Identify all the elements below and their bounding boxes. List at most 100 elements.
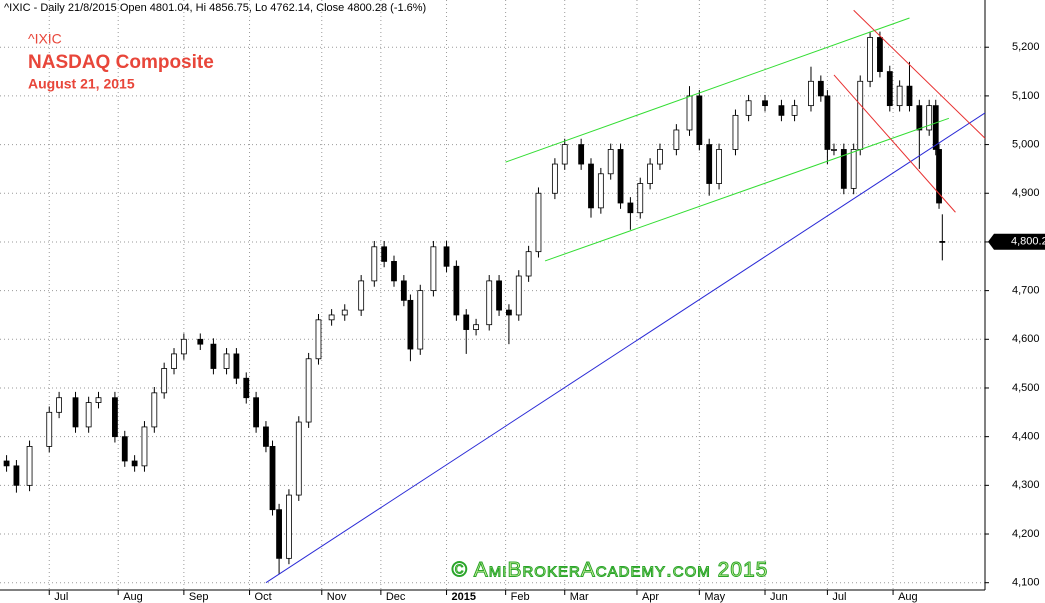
candle-body: [506, 309, 512, 316]
candle-body: [210, 343, 217, 369]
candle-body: [95, 397, 102, 403]
candle-body: [315, 319, 322, 360]
candle-body: [161, 368, 168, 394]
candle-body: [112, 397, 118, 438]
candle-body: [26, 445, 33, 486]
candle-body: [706, 144, 713, 184]
candle-body: [647, 163, 653, 184]
last-price-label: 4,800.28: [1011, 236, 1045, 248]
x-tick-label: May: [704, 591, 725, 603]
candle-body: [588, 163, 594, 209]
candle-body: [85, 402, 92, 428]
trend-line: [265, 112, 986, 584]
candle-body: [180, 338, 187, 355]
candle-body: [657, 149, 663, 165]
symbol: ^IXIC: [28, 31, 62, 47]
candle-body: [515, 275, 522, 316]
candle-body: [263, 426, 269, 447]
candle-body: [762, 100, 768, 107]
candle-body: [253, 397, 260, 428]
y-tick-label: 4,600: [1012, 333, 1040, 345]
candle-body: [716, 149, 722, 184]
candle-body: [197, 338, 204, 345]
candle-body: [939, 241, 946, 243]
y-tick-label: 4,300: [1012, 479, 1040, 491]
candle-body: [936, 149, 942, 204]
candle-body: [906, 85, 913, 107]
y-tick-label: 4,100: [1012, 577, 1040, 589]
candle-body: [473, 324, 479, 330]
x-tick-label: Aug: [898, 591, 918, 603]
candle-body: [381, 246, 388, 262]
candle-body: [295, 421, 302, 496]
candle-body: [443, 246, 450, 267]
y-tick-label: 4,900: [1012, 187, 1040, 199]
last-price-box: [988, 233, 1045, 250]
candle-body: [151, 392, 158, 428]
candle-body: [56, 397, 62, 413]
candle-body: [561, 144, 568, 165]
candle-body: [932, 105, 939, 150]
candle-body: [916, 105, 923, 131]
x-tick-label: Sep: [189, 591, 209, 603]
candle-body: [243, 377, 250, 399]
candle-body: [637, 183, 644, 214]
x-tick-label: Jul: [832, 591, 846, 603]
candle-body: [223, 353, 230, 369]
y-tick-label: 5,000: [1012, 138, 1040, 150]
candle-body: [617, 149, 624, 204]
candle-body: [673, 129, 680, 150]
candle-body: [430, 246, 437, 292]
candle-body: [496, 280, 502, 311]
candle-body: [732, 114, 739, 150]
header: ^IXIC - Daily 21/8/2015 Open 4801.04, Hi…: [4, 2, 426, 14]
candle-body: [926, 105, 933, 131]
candle-body: [808, 80, 814, 107]
x-tick-label: Oct: [255, 591, 272, 603]
candle-body: [867, 37, 873, 82]
trend-line: [505, 17, 910, 163]
candle-body: [578, 144, 585, 165]
trend-line: [853, 9, 986, 139]
candle-body: [171, 353, 177, 369]
candle-body: [276, 509, 282, 559]
candle-body: [745, 100, 752, 116]
trend-line: [544, 117, 950, 262]
candle-body: [886, 71, 893, 107]
candle-body: [486, 280, 493, 326]
candle-body: [371, 246, 378, 282]
candle-body: [824, 95, 831, 150]
candle-body: [328, 314, 335, 321]
candle-body: [400, 280, 407, 301]
candle-body: [72, 397, 79, 428]
candle-body: [696, 95, 703, 145]
candle-body: [597, 173, 604, 209]
candle-body: [463, 314, 470, 330]
x-tick-label: Mar: [570, 591, 589, 603]
watermark: © AmiBrokerAcademy.com 2015: [452, 559, 769, 582]
trend-line: [833, 74, 956, 213]
candle-body: [840, 149, 847, 189]
candle-body: [627, 202, 634, 214]
y-tick-label: 4,400: [1012, 431, 1040, 443]
x-tick-label: Nov: [327, 591, 347, 603]
y-tick-label: 4,700: [1012, 285, 1040, 297]
x-tick-label: Dec: [386, 591, 406, 603]
y-tick-label: 5,200: [1012, 41, 1040, 53]
y-tick-label: 4,200: [1012, 528, 1040, 540]
candle-body: [896, 85, 903, 107]
candle-body: [857, 80, 864, 150]
candle-body: [607, 149, 614, 175]
candle-body: [791, 105, 798, 116]
candle-body: [286, 494, 292, 559]
x-tick-label: Jul: [54, 591, 68, 603]
candle-body: [3, 460, 10, 467]
candle-body: [417, 290, 424, 350]
y-tick-label: 4,500: [1012, 382, 1040, 394]
x-tick-label: Jun: [770, 591, 788, 603]
candle-body: [141, 426, 148, 467]
candle-body: [877, 37, 883, 72]
candle-body: [407, 299, 414, 350]
